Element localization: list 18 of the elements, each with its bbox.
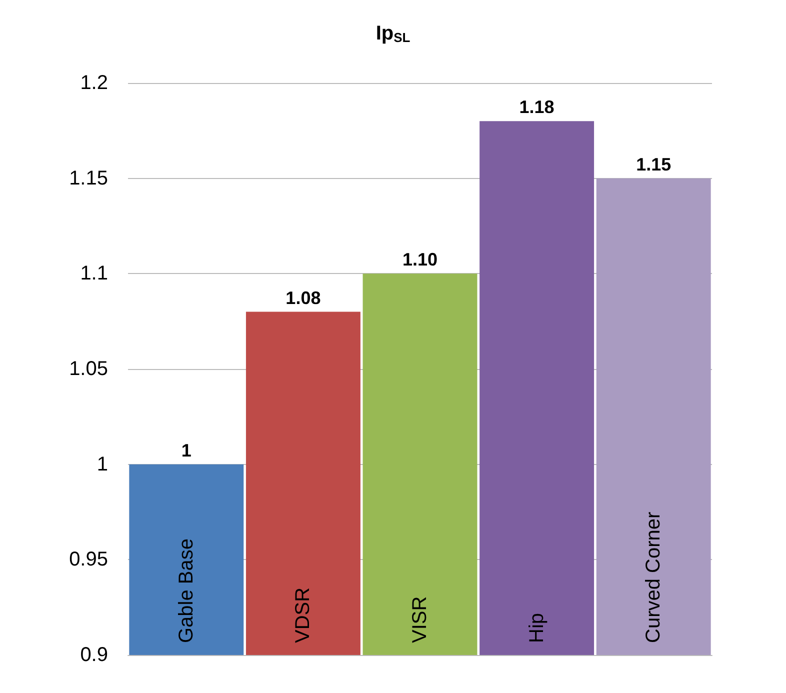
data-label: 1.15 [636, 154, 672, 174]
y-tick-label: 1 [96, 453, 108, 476]
y-tick-label: 1.15 [69, 167, 108, 190]
data-label: 1 [181, 440, 192, 460]
y-tick-label: 1.1 [80, 262, 108, 285]
data-label: 1.18 [519, 97, 554, 118]
x-tick-label: VISR [409, 596, 431, 643]
y-tick-label: 0.95 [69, 548, 108, 571]
y-tick-label: 1.2 [80, 72, 108, 94]
data-label: 1.10 [402, 250, 438, 270]
x-tick-label: VDSR [292, 587, 314, 643]
x-tick-label: Hip [526, 612, 548, 643]
chart-title: IpSL [376, 22, 410, 45]
x-tick-label: Gable Base [175, 538, 198, 643]
x-tick-label: Curved Corner [642, 512, 665, 643]
y-tick-label: 1.05 [69, 358, 108, 380]
data-label: 1.08 [286, 288, 321, 308]
y-tick-label: 0.9 [80, 644, 108, 666]
